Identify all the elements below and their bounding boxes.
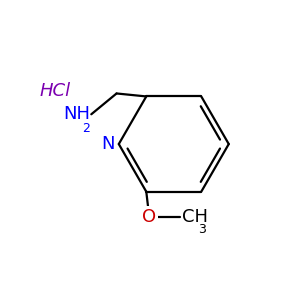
Text: N: N [102, 135, 115, 153]
Text: NH: NH [63, 105, 90, 123]
Text: 3: 3 [198, 224, 206, 236]
Text: HCl: HCl [39, 82, 70, 100]
Text: CH: CH [182, 208, 208, 226]
Text: O: O [142, 208, 156, 226]
Text: 2: 2 [82, 122, 90, 135]
